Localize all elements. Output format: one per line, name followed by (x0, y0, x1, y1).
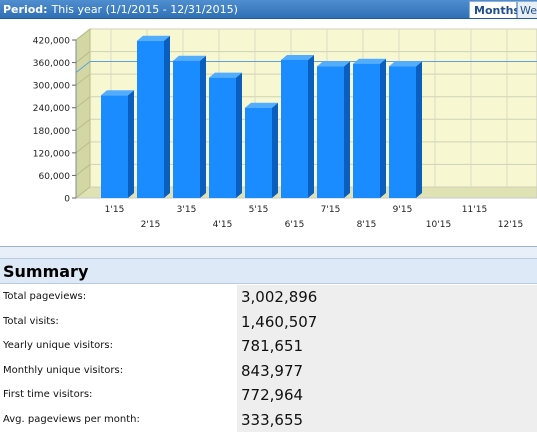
bar-side (200, 56, 206, 198)
summary-row-value: 843,977 (237, 359, 537, 384)
y-tick-label: 300,000 (33, 82, 70, 92)
bar-side (128, 90, 134, 198)
bar-side (236, 73, 242, 198)
section-divider (0, 247, 537, 258)
summary-row-value: 1,460,507 (237, 310, 537, 335)
summary-row: First time visitors: 772,964 (0, 383, 537, 408)
bar (245, 108, 272, 198)
summary-row-value: 781,651 (237, 334, 537, 359)
y-tick-label: 0 (64, 195, 70, 205)
summary-row-value: 772,964 (237, 383, 537, 408)
bar-side (344, 61, 350, 198)
x-tick-label: 9'15 (393, 205, 413, 215)
summary-row-label: Total visits: (3, 310, 59, 334)
tab-months[interactable]: Months (469, 1, 517, 18)
summary-row: Total pageviews: 3,002,896 (0, 285, 537, 310)
bar-side (380, 59, 386, 198)
x-tick-label: 8'15 (357, 220, 377, 230)
bar-side (272, 103, 278, 198)
bar-side (164, 36, 170, 198)
y-tick-label: 420,000 (33, 37, 70, 47)
summary-row-label: Total pageviews: (3, 285, 86, 309)
y-tick-label: 120,000 (33, 149, 70, 159)
bar (137, 41, 164, 198)
period-bar: Period: This year (1/1/2015 - 12/31/2015) (0, 0, 537, 19)
x-tick-label: 5'15 (249, 205, 269, 215)
summary-row: Total visits: 1,460,507 (0, 310, 537, 335)
y-tick-label: 60,000 (39, 172, 71, 182)
summary-row: Monthly unique visitors: 843,977 (0, 359, 537, 384)
summary-row: Avg. pageviews per month: 333,655 (0, 408, 537, 432)
pageviews-bar-chart: 420,000 360,000 300,000 240,000 180,000 120,0… (0, 19, 537, 247)
summary-row-label: Monthly unique visitors: (3, 359, 123, 383)
bar (353, 64, 380, 198)
y-tick-label: 180,000 (33, 127, 70, 137)
summary-row-value: 3,002,896 (237, 285, 537, 310)
y-tick-label: 240,000 (33, 104, 70, 114)
pageviews-chart-panel: 420,000 360,000 300,000 240,000 180,000 120,0… (0, 19, 537, 247)
x-tick-label: 11'15 (462, 205, 487, 215)
summary-row: Yearly unique visitors: 781,651 (0, 334, 537, 359)
period-label: Period: (3, 3, 48, 16)
bar (317, 66, 344, 198)
summary-title: Summary (0, 258, 537, 284)
bar (209, 78, 236, 198)
bar-side (416, 61, 422, 198)
bar (173, 61, 200, 198)
x-tick-label: 6'15 (285, 220, 305, 230)
tab-weeks[interactable]: We (517, 1, 537, 18)
x-tick-label: 7'15 (321, 205, 341, 215)
period-value: This year (1/1/2015 - 12/31/2015) (52, 3, 238, 16)
x-tick-label: 3'15 (177, 205, 197, 215)
x-tick-label: 4'15 (213, 220, 233, 230)
summary-row-label: Yearly unique visitors: (3, 334, 113, 358)
x-tick-label: 1'15 (105, 205, 125, 215)
x-tick-label: 2'15 (141, 220, 161, 230)
summary-row-label: Avg. pageviews per month: (3, 408, 140, 432)
bar (101, 95, 128, 198)
x-tick-label: 12'15 (498, 220, 523, 230)
summary-row-label: First time visitors: (3, 383, 92, 407)
bar-side (308, 55, 314, 198)
x-tick-label: 10'15 (426, 220, 451, 230)
bar (281, 60, 308, 198)
bar (389, 66, 416, 198)
summary-row-value: 333,655 (237, 408, 537, 432)
plot-left-wall (76, 29, 90, 198)
y-tick-label: 360,000 (33, 59, 70, 69)
